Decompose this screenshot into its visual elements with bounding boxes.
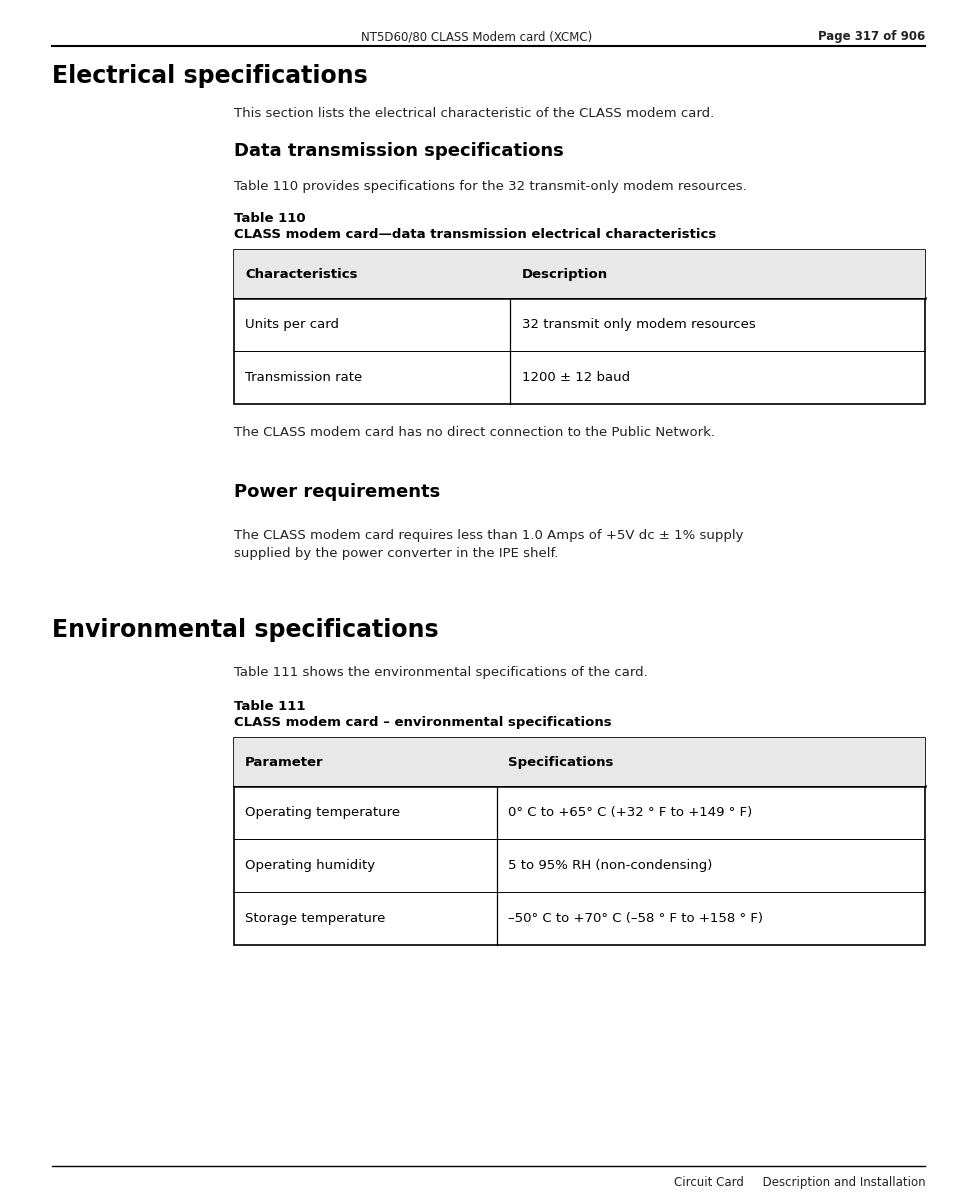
Text: Environmental specifications: Environmental specifications [52,618,438,642]
Text: NT5D60/80 CLASS Modem card (XCMC): NT5D60/80 CLASS Modem card (XCMC) [361,30,592,43]
Text: 32 transmit only modem resources: 32 transmit only modem resources [521,319,755,331]
Text: Table 111 shows the environmental specifications of the card.: Table 111 shows the environmental specif… [233,666,647,679]
Text: Circuit Card     Description and Installation: Circuit Card Description and Installatio… [673,1176,924,1189]
Text: Power requirements: Power requirements [233,483,439,501]
Text: Transmission rate: Transmission rate [245,371,362,383]
Text: The CLASS modem card requires less than 1.0 Amps of +5V dc ± 1% supply
supplied : The CLASS modem card requires less than … [233,529,742,560]
Text: Table 111: Table 111 [233,700,305,713]
Text: CLASS modem card – environmental specifications: CLASS modem card – environmental specifi… [233,716,611,730]
Text: –50° C to +70° C (–58 ° F to +158 ° F): –50° C to +70° C (–58 ° F to +158 ° F) [507,912,762,924]
Text: Table 110 provides specifications for the 32 transmit-only modem resources.: Table 110 provides specifications for th… [233,180,745,194]
Bar [233,250,924,404]
Text: The CLASS modem card has no direct connection to the Public Network.: The CLASS modem card has no direct conne… [233,426,714,439]
Text: Specifications: Specifications [507,756,613,768]
Text: Table 110: Table 110 [233,212,305,225]
Bar [233,738,924,786]
Bar [233,250,924,298]
Text: Units per card: Units per card [245,319,339,331]
Text: Operating temperature: Operating temperature [245,807,400,819]
Text: This section lists the electrical characteristic of the CLASS modem card.: This section lists the electrical charac… [233,107,713,120]
Text: Operating humidity: Operating humidity [245,859,375,871]
Text: 1200 ± 12 baud: 1200 ± 12 baud [521,371,629,383]
Text: CLASS modem card—data transmission electrical characteristics: CLASS modem card—data transmission elect… [233,228,716,242]
Text: 5 to 95% RH (non-condensing): 5 to 95% RH (non-condensing) [507,859,712,871]
Text: Electrical specifications: Electrical specifications [52,64,368,88]
Bar [233,738,924,945]
Text: Data transmission specifications: Data transmission specifications [233,142,563,160]
Text: Description: Description [521,268,607,280]
Text: Page 317 of 906: Page 317 of 906 [818,30,924,43]
Text: Parameter: Parameter [245,756,323,768]
Text: 0° C to +65° C (+32 ° F to +149 ° F): 0° C to +65° C (+32 ° F to +149 ° F) [507,807,752,819]
Text: Characteristics: Characteristics [245,268,357,280]
Text: Storage temperature: Storage temperature [245,912,385,924]
